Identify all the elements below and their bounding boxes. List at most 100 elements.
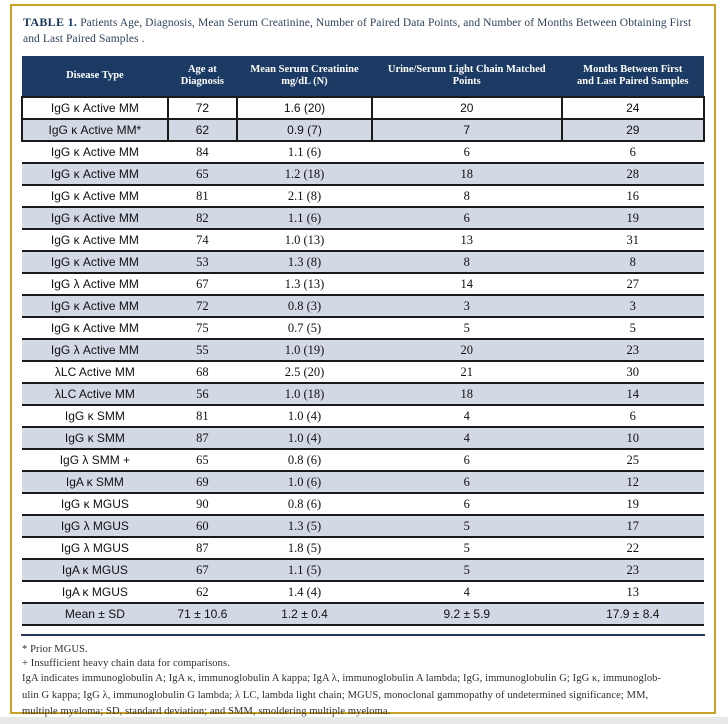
cell-matched-points: 6	[463, 496, 470, 511]
table-row: IgA κ SMM 69 1.0 (6) 6 12	[22, 471, 704, 493]
cell-mean-serum-creatinine: 1.1 (6)	[287, 210, 322, 225]
cell-matched-points: 7	[371, 119, 563, 141]
cell-months-between-samples: 14	[626, 386, 640, 401]
mean-cell-months-between-samples: 17.9 ± 8.4	[606, 607, 660, 621]
cell-months-between-samples: 5	[629, 320, 636, 335]
cell-disease-type: IgG κ SMM	[64, 431, 125, 445]
table-row: IgG κ Active MM 72 0.8 (3) 3 3	[22, 295, 704, 317]
cell-age-at-diagnosis: 87	[196, 430, 209, 445]
cell-disease-type: λLC Active MM	[54, 387, 135, 401]
cell-age-at-diagnosis: 90	[196, 496, 209, 511]
table-row: λLC Active MM 68 2.5 (20) 21 30	[22, 361, 704, 383]
cell-age-at-diagnosis: 72	[166, 97, 238, 119]
cell-months-between-samples: 22	[626, 540, 640, 555]
cell-mean-serum-creatinine: 1.1 (6)	[287, 144, 322, 159]
mean-cell-age-at-diagnosis: 71 ± 10.6	[177, 607, 228, 621]
cell-months-between-samples: 28	[626, 166, 640, 181]
cell-disease-type: IgA κ MGUS	[61, 585, 128, 599]
cell-mean-serum-creatinine: 1.4 (4)	[287, 584, 322, 599]
cell-disease-type: IgG κ Active MM	[50, 189, 139, 203]
cell-matched-points: 5	[463, 562, 470, 577]
cell-disease-type: IgA κ SMM	[65, 475, 124, 489]
cell-months-between-samples: 6	[629, 408, 636, 423]
cell-mean-serum-creatinine: 1.3 (13)	[284, 276, 325, 291]
cell-age-at-diagnosis: 68	[196, 364, 209, 379]
cell-disease-type: IgG κ Active MM	[50, 233, 139, 247]
cell-mean-serum-creatinine: 0.7 (5)	[287, 320, 322, 335]
table-row: IgG κ Active MM 84 1.1 (6) 6 6	[22, 141, 704, 163]
cell-months-between-samples: 8	[629, 254, 636, 269]
cell-months-between-samples: 23	[626, 562, 640, 577]
cell-matched-points: 8	[463, 254, 470, 269]
table-row: IgG κ SMM 87 1.0 (4) 4 10	[22, 427, 704, 449]
cell-months-between-samples: 25	[626, 452, 640, 467]
cell-age-at-diagnosis: 55	[196, 342, 209, 357]
cell-age-at-diagnosis: 87	[196, 540, 209, 555]
cell-disease-type: IgG κ Active MM*	[21, 119, 169, 141]
footnote-insufficient-data: + Insufficient heavy chain data for comp…	[22, 658, 230, 669]
cell-matched-points: 3	[463, 298, 470, 313]
table-row: IgG κ SMM 81 1.0 (4) 4 6	[22, 405, 704, 427]
cell-mean-serum-creatinine: 1.8 (5)	[287, 540, 322, 555]
cell-age-at-diagnosis: 84	[196, 144, 209, 159]
table-row: IgG κ Active MM 81 2.1 (8) 8 16	[22, 185, 704, 207]
cell-age-at-diagnosis: 67	[196, 276, 209, 291]
cell-mean-serum-creatinine: 1.3 (5)	[287, 518, 322, 533]
cell-mean-serum-creatinine: 1.0 (4)	[287, 408, 322, 423]
mean-cell-mean-serum-creatinine: 1.2 ± 0.4	[281, 607, 328, 621]
cell-age-at-diagnosis: 72	[196, 298, 209, 313]
header-cell-disease-type: Disease Type	[22, 56, 168, 97]
table-row: IgG λ Active MM 55 1.0 (19) 20 23	[22, 339, 704, 361]
cell-mean-serum-creatinine: 1.0 (13)	[284, 232, 325, 247]
footnotes: * Prior MGUS. + Insufficient heavy chain…	[22, 643, 704, 720]
cell-mean-serum-creatinine: 1.1 (5)	[287, 562, 322, 577]
cell-disease-type: IgG κ Active MM	[50, 299, 139, 313]
cell-mean-serum-creatinine: 1.0 (18)	[284, 386, 325, 401]
cell-matched-points: 21	[460, 364, 474, 379]
table-row: IgA κ MGUS 62 1.4 (4) 4 13	[22, 581, 704, 603]
cell-months-between-samples: 29	[560, 119, 706, 141]
mean-cell-disease-type: Mean ± SD	[64, 607, 125, 621]
cell-matched-points: 20	[460, 342, 474, 357]
mean-row: Mean ± SD 71 ± 10.6 1.2 ± 0.4 9.2 ± 5.9 17.9…	[22, 603, 704, 625]
cell-age-at-diagnosis: 62	[166, 119, 238, 141]
table-row: IgA κ MGUS 67 1.1 (5) 5 23	[22, 559, 704, 581]
cell-disease-type: IgG κ Active MM	[50, 321, 139, 335]
cell-matched-points: 6	[463, 210, 470, 225]
cell-mean-serum-creatinine: 1.3 (8)	[287, 254, 322, 269]
footnote-prior-mgus: * Prior MGUS.	[22, 644, 88, 655]
cell-months-between-samples: 6	[629, 144, 636, 159]
cell-matched-points: 18	[460, 386, 474, 401]
cell-mean-serum-creatinine: 0.8 (6)	[287, 452, 322, 467]
footnote-abbreviations-line: multiple myeloma; SD, standard deviation…	[22, 706, 391, 717]
cell-disease-type: IgG λ Active MM	[50, 277, 139, 291]
cell-age-at-diagnosis: 62	[196, 584, 209, 599]
table-row: IgG λ SMM + 65 0.8 (6) 6 25	[22, 449, 704, 471]
cell-months-between-samples: 30	[626, 364, 640, 379]
cell-disease-type: IgG κ MGUS	[60, 497, 129, 511]
cell-disease-type: IgG κ SMM	[64, 409, 125, 423]
table-body: IgG κ Active MM 72 1.6 (20) 20 24 IgG κ Activ…	[21, 97, 706, 625]
cell-matched-points: 4	[463, 430, 470, 445]
cell-disease-type: IgG κ Active MM	[50, 145, 139, 159]
cell-months-between-samples: 23	[626, 342, 640, 357]
cell-disease-type: IgG κ Active MM	[21, 97, 169, 119]
cell-disease-type: IgG κ Active MM	[50, 211, 139, 225]
header-cell-months-between-samples: Months Between First and Last Paired Sam…	[561, 56, 704, 97]
table-row: IgG κ Active MM* 62 0.9 (7) 7 29	[21, 119, 706, 141]
table-row: IgG λ MGUS 60 1.3 (5) 5 17	[22, 515, 704, 537]
cell-months-between-samples: 10	[626, 430, 640, 445]
table-bottom-rule	[21, 634, 705, 636]
cell-disease-type: IgG λ MGUS	[60, 519, 129, 533]
table-title: TABLE 1. Patients Age, Diagnosis, Mean S…	[23, 14, 703, 47]
table-frame: TABLE 1. Patients Age, Diagnosis, Mean S…	[10, 4, 716, 717]
table-row: λLC Active MM 56 1.0 (18) 18 14	[22, 383, 704, 405]
cell-disease-type: IgA κ MGUS	[61, 563, 128, 577]
cell-age-at-diagnosis: 60	[196, 518, 209, 533]
cell-matched-points: 5	[463, 518, 470, 533]
cell-months-between-samples: 3	[629, 298, 636, 313]
cell-disease-type: IgG λ Active MM	[50, 343, 139, 357]
table-row: IgG κ Active MM 72 1.6 (20) 20 24	[21, 97, 706, 119]
cell-age-at-diagnosis: 69	[196, 474, 209, 489]
